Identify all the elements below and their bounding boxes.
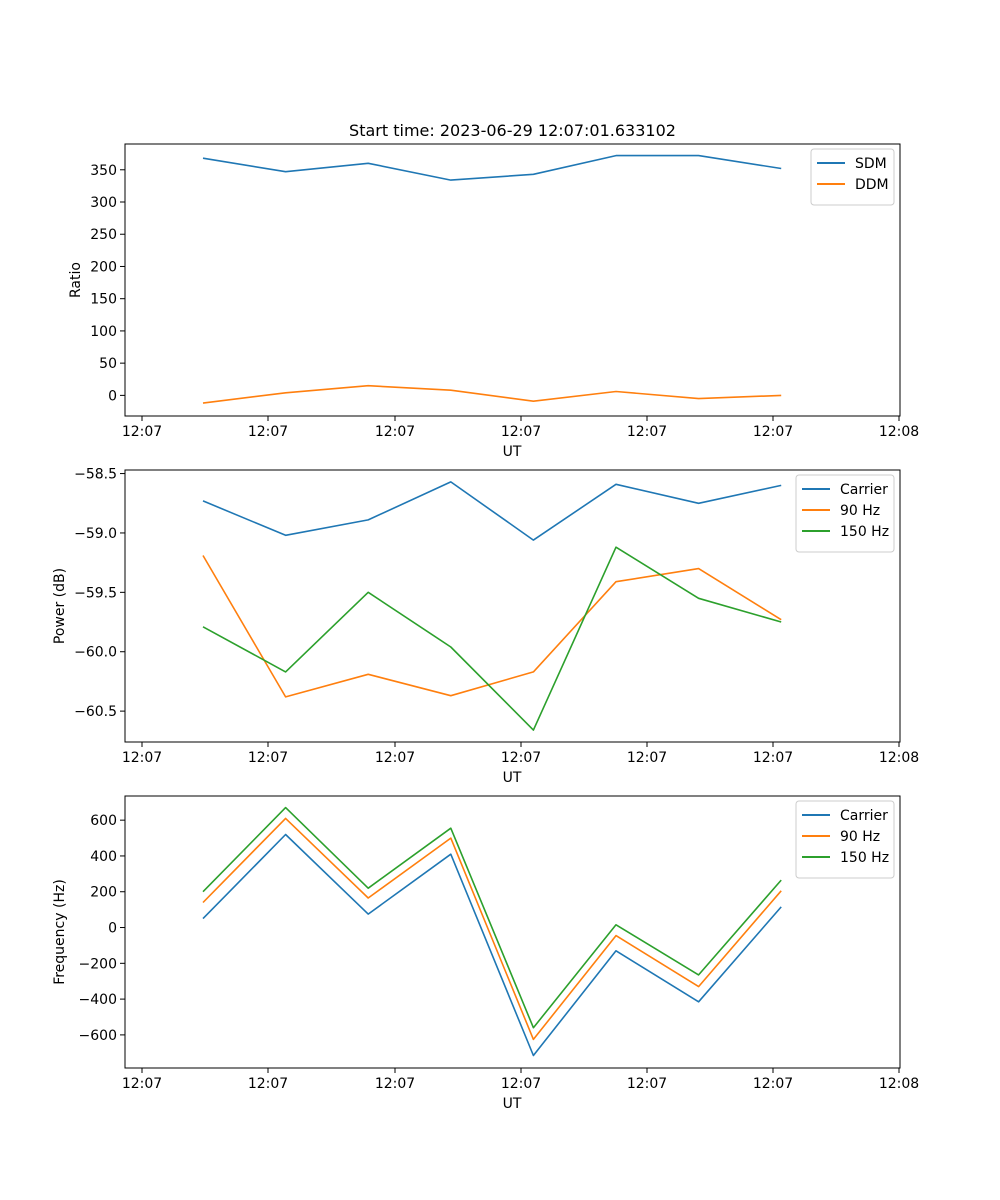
x-tick-label: 12:07 <box>122 424 162 440</box>
figure-title: Start time: 2023-06-29 12:07:01.633102 <box>349 121 676 140</box>
x-tick-label: 12:07 <box>375 750 415 766</box>
x-tick-label: 12:07 <box>375 1076 415 1092</box>
x-tick-label: 12:07 <box>627 750 667 766</box>
legend-label: 150 Hz <box>840 524 889 540</box>
axes-frame <box>124 469 901 743</box>
y-tick-label: 600 <box>90 813 117 829</box>
y-tick-label: 250 <box>90 227 117 243</box>
series-line-carrier <box>202 481 782 541</box>
legend-label: 90 Hz <box>840 503 880 519</box>
y-tick-label: −400 <box>79 992 117 1008</box>
y-axis-label: Frequency (Hz) <box>52 879 68 985</box>
series-line-150-hz <box>202 546 782 731</box>
legend-label: Carrier <box>840 808 888 824</box>
axes-frame <box>124 795 901 1069</box>
x-tick-label: 12:08 <box>879 424 919 440</box>
x-tick-label: 12:07 <box>501 750 541 766</box>
y-tick-label: 0 <box>108 388 117 404</box>
legend: Carrier 90 Hz 150 Hz <box>795 474 895 553</box>
series-line-150-hz <box>202 806 782 1029</box>
chart-panel-3: 12:07 12:07 12:07 12:07 12:07 12:07 12:08 −600 −… <box>52 795 919 1112</box>
chart-panel-1: 12:07 12:07 12:07 12:07 12:07 12:07 12:08 0 50 10… <box>68 143 919 460</box>
y-axis-label: Power (dB) <box>52 568 68 644</box>
x-axis-label: UT <box>503 444 522 460</box>
series-line-ddm <box>202 384 782 404</box>
legend: Carrier 90 Hz 150 Hz <box>795 800 895 879</box>
axes-frame <box>124 143 901 417</box>
legend-box <box>795 800 895 879</box>
legend-label: 150 Hz <box>840 850 889 866</box>
y-tick-label: −60.5 <box>74 704 117 720</box>
series-line-carrier <box>202 833 782 1057</box>
x-tick-label: 12:07 <box>627 1076 667 1092</box>
x-tick-label: 12:07 <box>375 424 415 440</box>
y-tick-label: 50 <box>99 356 117 372</box>
y-tick-label: 100 <box>90 324 117 340</box>
x-tick-label: 12:07 <box>501 424 541 440</box>
y-tick-label: 400 <box>90 849 117 865</box>
series-line-90-hz <box>202 555 782 698</box>
legend-label: 90 Hz <box>840 829 880 845</box>
x-tick-label: 12:07 <box>248 424 288 440</box>
chart-panel-2: 12:07 12:07 12:07 12:07 12:07 12:07 12:08 −60.5… <box>52 467 919 786</box>
x-tick-label: 12:07 <box>753 424 793 440</box>
y-tick-label: 0 <box>108 921 117 937</box>
y-tick-label: −59.5 <box>74 585 117 601</box>
x-tick-label: 12:07 <box>501 1076 541 1092</box>
y-tick-label: 350 <box>90 163 117 179</box>
y-tick-label: 150 <box>90 292 117 308</box>
x-tick-label: 12:07 <box>122 750 162 766</box>
series-line-sdm <box>202 154 782 181</box>
y-tick-label: 300 <box>90 195 117 211</box>
x-axis-label: UT <box>503 770 522 786</box>
y-axis-label: Ratio <box>68 262 84 298</box>
legend-box <box>795 474 895 553</box>
legend: SDM DDM <box>810 148 895 206</box>
x-tick-label: 12:07 <box>248 750 288 766</box>
x-tick-label: 12:07 <box>753 750 793 766</box>
x-tick-label: 12:07 <box>248 1076 288 1092</box>
x-tick-label: 12:08 <box>879 1076 919 1092</box>
legend-label: DDM <box>855 177 889 193</box>
legend-label: SDM <box>855 156 887 172</box>
x-tick-label: 12:07 <box>753 1076 793 1092</box>
y-tick-label: −58.5 <box>74 467 117 483</box>
y-tick-label: −200 <box>79 956 117 972</box>
x-axis-label: UT <box>503 1096 522 1112</box>
x-tick-label: 12:07 <box>122 1076 162 1092</box>
y-tick-label: 200 <box>90 885 117 901</box>
y-tick-label: −59.0 <box>74 526 117 542</box>
x-tick-label: 12:08 <box>879 750 919 766</box>
y-tick-label: 200 <box>90 259 117 275</box>
x-tick-label: 12:07 <box>627 424 667 440</box>
series-line-90-hz <box>202 817 782 1041</box>
y-tick-label: −60.0 <box>74 645 117 661</box>
legend-label: Carrier <box>840 482 888 498</box>
y-tick-label: −600 <box>79 1028 117 1044</box>
